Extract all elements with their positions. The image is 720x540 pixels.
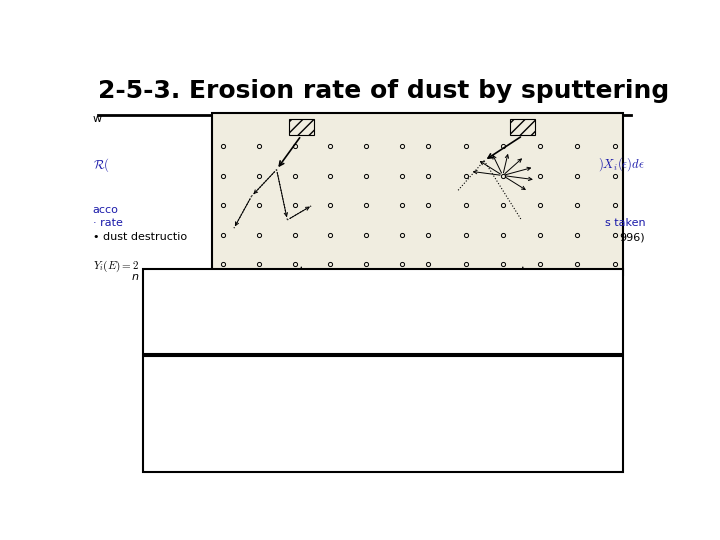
Text: $\frac{da}{dt} = -\frac{m_{\rm sp}}{2\rho_{\rm d}}n_{\rm H}\sum A_i\left(\frac{8: $\frac{da}{dt} = -\frac{m_{\rm sp}}{2\rh… [151,381,323,406]
Text: · rate: · rate [93,218,122,228]
Text: acco: acco [93,205,119,215]
Text: • dust destructio: • dust destructio [93,232,187,242]
Text: $\mathcal{R}($: $\mathcal{R}($ [93,156,109,173]
Text: n: n [132,272,138,282]
Text: $\times\int\epsilon^{\frac{1}{2}}e^{-\epsilon_i}\sinh(2s_i\epsilon_i^{\frac{1}{2: $\times\int\epsilon^{\frac{1}{2}}e^{-\ep… [199,431,363,463]
Text: w: w [93,114,102,124]
Text: $Y_i(E) = 2$: $Y_i(E) = 2$ [93,259,139,274]
Bar [212,113,623,275]
Text: 996): 996) [620,232,645,242]
Bar [289,119,314,136]
Text: s taken: s taken [605,218,645,228]
Bar [510,119,536,136]
Text: $\frac{dV_{\rm d}}{dt} = 4\pi a^2\frac{da}{dt} = -\pi a^2\frac{4\pi a_0^3}{3}\su: $\frac{dV_{\rm d}}{dt} = 4\pi a^2\frac{d… [151,279,359,305]
Bar [143,268,623,354]
Text: 2-5-3. Erosion rate of dust by sputtering: 2-5-3. Erosion rate of dust by sputterin… [98,79,669,103]
Text: $\frac{da}{dt} = -\frac{1}{4}\Omega n_{\rm H}\sum A_i\langle v_i Y_i\rangle$: $\frac{da}{dt} = -\frac{1}{4}\Omega n_{\… [151,319,292,341]
Bar [143,356,623,472]
Text: $)X_i(\epsilon)d\epsilon$: $)X_i(\epsilon)d\epsilon$ [598,156,645,173]
